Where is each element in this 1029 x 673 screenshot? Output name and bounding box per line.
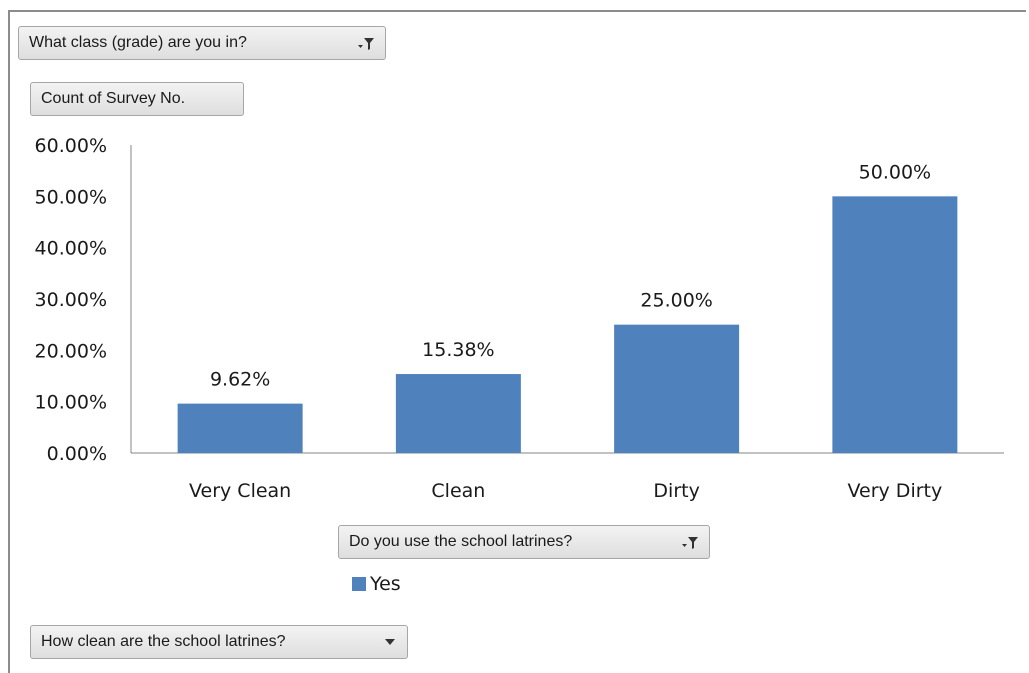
x-category-label: Clean [431, 480, 485, 502]
legend: Yes [352, 573, 401, 595]
y-tick-label: 60.00% [35, 135, 107, 157]
data-label: 50.00% [859, 161, 931, 183]
value-field-button[interactable]: Count of Survey No. [30, 82, 244, 116]
legend-field-label: Do you use the school latrines? [349, 533, 573, 550]
y-tick-label: 20.00% [35, 340, 107, 362]
legend-swatch [352, 577, 366, 591]
x-category-label: Dirty [653, 480, 699, 502]
chart-frame [8, 10, 1026, 673]
x-category-label: Very Dirty [848, 480, 943, 502]
axis-field-label: How clean are the school latrines? [41, 633, 286, 650]
bar[interactable] [832, 196, 958, 454]
axis-field-button[interactable]: How clean are the school latrines? [30, 625, 408, 659]
y-tick-label: 50.00% [35, 186, 107, 208]
filter-dropdown-icon[interactable] [357, 34, 375, 52]
y-tick-label: 40.00% [35, 238, 107, 260]
report-filter-button[interactable]: What class (grade) are you in? [18, 26, 386, 60]
legend-entry-yes: Yes [370, 573, 401, 595]
data-label: 15.38% [422, 339, 494, 361]
bar[interactable] [395, 374, 521, 453]
x-category-label: Very Clean [189, 480, 291, 502]
bar[interactable] [177, 403, 303, 453]
value-field-label: Count of Survey No. [41, 90, 186, 107]
filter-dropdown-icon[interactable] [681, 533, 699, 551]
dropdown-arrow-icon[interactable] [383, 637, 397, 647]
bar[interactable] [614, 324, 740, 453]
data-label: 9.62% [210, 369, 270, 391]
y-tick-label: 10.00% [35, 392, 107, 414]
report-filter-label: What class (grade) are you in? [29, 34, 247, 51]
data-label: 25.00% [640, 290, 712, 312]
y-tick-label: 30.00% [35, 289, 107, 311]
y-tick-label: 0.00% [47, 443, 107, 465]
legend-field-button[interactable]: Do you use the school latrines? [338, 525, 710, 559]
